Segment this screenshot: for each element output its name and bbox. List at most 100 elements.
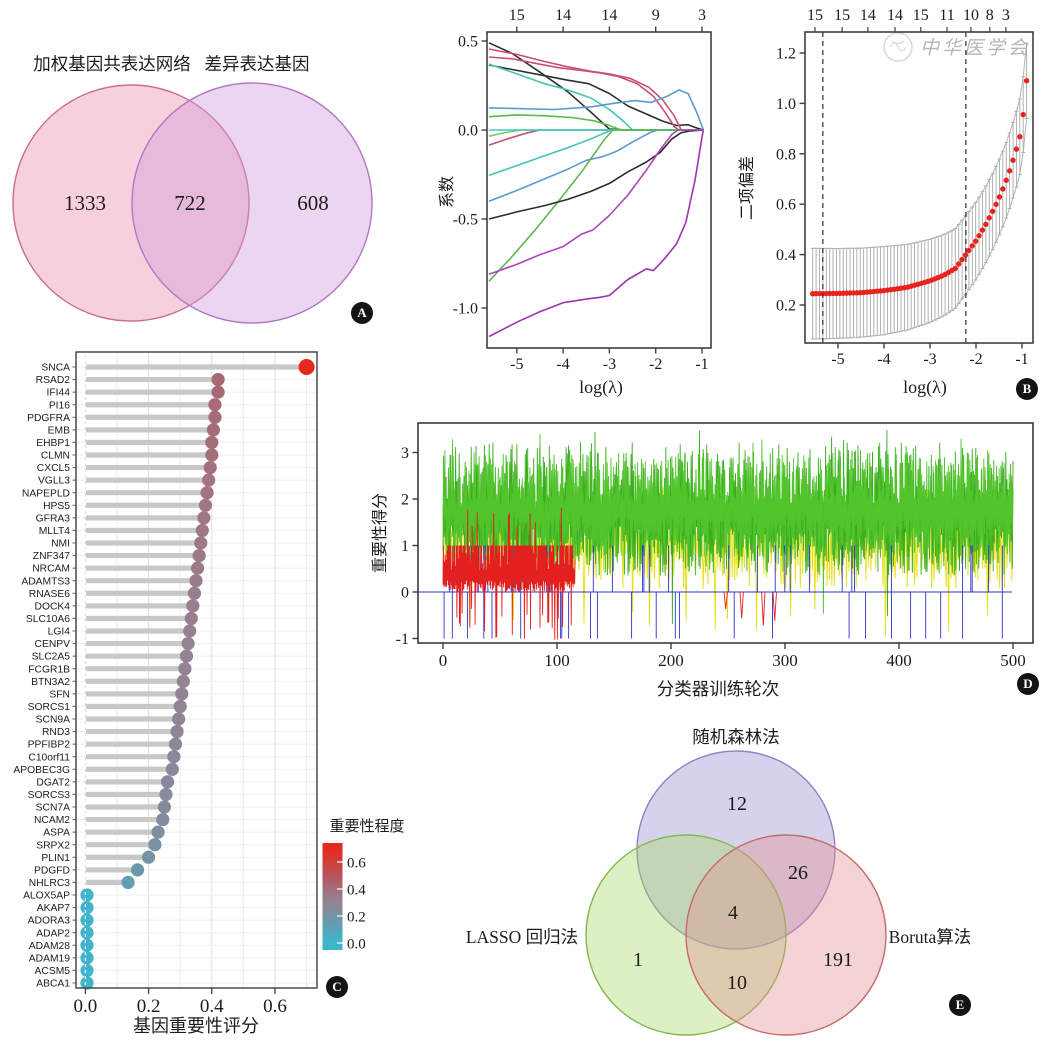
gene-dot — [130, 863, 145, 877]
deviance-dot — [1003, 177, 1009, 183]
top-count-label: 15 — [807, 7, 823, 24]
top-count-label: 15 — [834, 7, 850, 24]
gene-stick — [85, 666, 185, 672]
x-tick-label: 500 — [1000, 651, 1026, 670]
panel-b-lasso-coefficients: 0.5 0.0 -0.5 -1.0 -5 15 -4 14 -3 14 -2 9 -1 3 log(λ) 系数 — [438, 7, 712, 398]
y-tick-label: -1 — [396, 631, 409, 648]
gene-dot — [183, 624, 197, 638]
gene-label: IFI44 — [47, 388, 71, 399]
legend-title: 重要性程度 — [329, 818, 404, 835]
panel-d-boruta-training: 3 2 1 0 -1 0 100 200 300 400 500 分类器训练轮次 重要性得分 — [371, 422, 1034, 699]
gene-stick — [85, 779, 168, 785]
gene-label: APOBEC3G — [13, 765, 70, 776]
lollipop-dots — [80, 359, 315, 990]
x-tick-label: -2 — [969, 351, 982, 368]
deviance-dot — [983, 221, 989, 228]
gene-label: NCAM2 — [34, 815, 70, 826]
venn-lasso-title: LASSO 回归法 — [466, 927, 578, 947]
panel-label-e: E — [949, 994, 971, 1016]
x-tick-label: -3 — [923, 351, 936, 368]
gene-label: SORCS1 — [28, 702, 71, 713]
gene-dot — [159, 787, 173, 802]
gene-stick — [85, 389, 219, 395]
gene-stick — [85, 364, 307, 370]
gene-dot — [142, 850, 156, 864]
y-tick-label: -0.5 — [453, 212, 478, 229]
gene-stick — [85, 477, 209, 483]
gene-label: ZNF347 — [33, 551, 70, 562]
y-tick-label: 0.6 — [776, 197, 796, 214]
gene-dot — [189, 574, 203, 588]
deviance-dot — [986, 215, 992, 221]
y-tick-label: 0.0 — [458, 123, 478, 140]
plot-border — [417, 422, 1034, 644]
gene-label: SFN — [49, 689, 70, 700]
deviance-dot — [989, 208, 996, 215]
x-tick-label: -4 — [556, 356, 569, 373]
gene-dot — [176, 674, 190, 688]
gene-label: NRCAM — [32, 564, 70, 575]
gene-label: EMB — [48, 425, 70, 436]
gene-label: HPS5 — [43, 501, 70, 512]
y-tick-label: 1 — [401, 538, 409, 555]
top-count-label: 15 — [913, 7, 929, 24]
gene-dot — [157, 800, 171, 814]
legend-tick-label: 0.2 — [347, 910, 366, 926]
gene-label: ACSM5 — [35, 966, 71, 977]
gene-dot — [190, 561, 205, 575]
gene-dot — [205, 448, 219, 462]
gene-dot — [80, 900, 94, 915]
deviance-dot — [1000, 186, 1006, 192]
y-tick-label: -1.0 — [453, 301, 478, 318]
venn-left-count: 1333 — [64, 191, 106, 215]
gene-dot — [200, 486, 214, 500]
x-tick-label: -5 — [831, 351, 844, 368]
plot-border — [804, 31, 1034, 344]
gene-dot — [170, 724, 184, 739]
gene-label: ADAM19 — [29, 953, 70, 964]
gene-label: LGI4 — [48, 627, 71, 638]
gene-dot — [173, 699, 187, 714]
gene-stick — [85, 728, 178, 735]
gene-label: CENPV — [35, 639, 71, 650]
panel-b-binomial-deviance: 中华医学会 1.2 1.0 0.8 0.6 0.4 0.2 -5 -4 -3 -2 -1 15 15 14 1… — [738, 7, 1034, 398]
gene-label: PDGFD — [34, 865, 70, 876]
y-tick-label: 1.2 — [776, 46, 796, 63]
gene-stick — [85, 791, 166, 798]
gene-stick — [85, 540, 201, 546]
gene-stick — [85, 402, 215, 408]
gene-dot — [208, 398, 222, 412]
gene-stick — [85, 452, 212, 458]
gene-dot — [80, 963, 94, 978]
gene-stick — [85, 691, 182, 697]
y-tick-label: 0.4 — [776, 247, 796, 264]
envelope-bottom — [812, 118, 1028, 340]
gene-stick — [85, 678, 184, 684]
gene-dot — [187, 586, 202, 600]
coef-curve — [488, 129, 704, 220]
top-count-label: 11 — [939, 7, 954, 24]
gene-dot — [194, 536, 208, 550]
gene-dot — [186, 599, 200, 613]
gene-stick — [85, 829, 159, 835]
red-rejected-trace — [442, 507, 576, 640]
gene-dot — [181, 636, 195, 651]
deviance-dot — [979, 227, 986, 233]
plot-border — [486, 31, 712, 349]
gene-label: VGLL3 — [38, 476, 70, 487]
gene-stick — [85, 376, 219, 383]
legend-tick-label: 0.0 — [347, 937, 366, 953]
deviance-dot — [959, 256, 965, 263]
gene-stick — [85, 716, 179, 722]
gene-label: ABCA1 — [36, 979, 70, 990]
venn-overlap-count: 722 — [174, 191, 206, 215]
gene-dot — [167, 750, 181, 764]
gene-dot — [198, 498, 213, 512]
gene-label: RSAD2 — [36, 375, 71, 386]
top-count-label: 3 — [698, 7, 706, 24]
gene-label: CLMN — [41, 451, 70, 462]
gene-label: FCGR1B — [28, 664, 70, 675]
deviance-dot — [952, 265, 958, 272]
venn-right-title: 差异表达基因 — [205, 54, 310, 74]
